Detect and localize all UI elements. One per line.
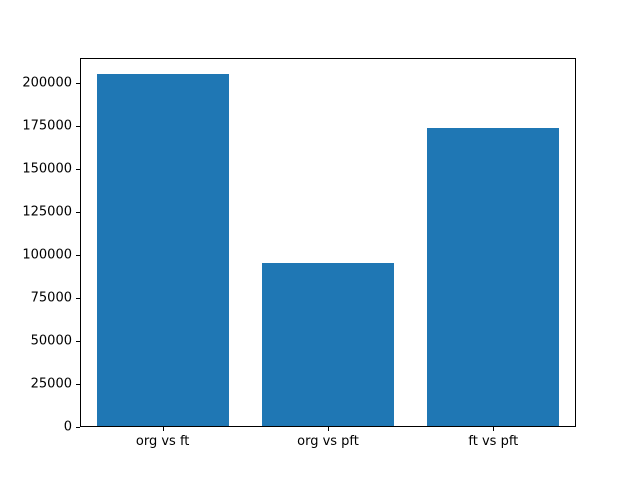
x-tick-label-org-vs-pft: org vs pft	[297, 434, 359, 449]
y-tick-label: 50000	[30, 333, 72, 349]
y-tick-label: 175000	[22, 118, 72, 134]
y-tick-mark	[76, 168, 80, 170]
x-tick-label-ft-vs-pft: ft vs pft	[468, 434, 519, 449]
y-tick-label: 75000	[30, 290, 72, 306]
y-tick-mark	[76, 427, 80, 428]
x-tick-label-org-vs-ft: org vs ft	[135, 434, 190, 449]
y-tick-label: 200000	[22, 75, 72, 91]
y-tick-label: 0	[63, 419, 72, 435]
y-tick-label: 150000	[22, 161, 72, 177]
bar-org-vs-ft	[96, 74, 229, 426]
x-tick-mark	[328, 427, 329, 431]
y-tick-mark	[76, 383, 80, 385]
y-tick-label: 25000	[30, 376, 72, 392]
x-tick-mark	[162, 427, 164, 431]
y-tick-label: 100000	[22, 247, 72, 263]
y-tick-mark	[76, 254, 80, 256]
bar-org-vs-pft	[261, 262, 395, 426]
axes	[80, 58, 576, 427]
bar-ft-vs-pft	[427, 128, 560, 426]
y-tick-label: 125000	[22, 204, 72, 220]
y-tick-mark	[76, 340, 80, 342]
y-tick-mark	[76, 297, 80, 299]
y-tick-mark	[76, 82, 80, 84]
y-tick-mark	[76, 125, 80, 127]
y-tick-mark	[76, 211, 80, 213]
x-tick-mark	[493, 427, 495, 431]
